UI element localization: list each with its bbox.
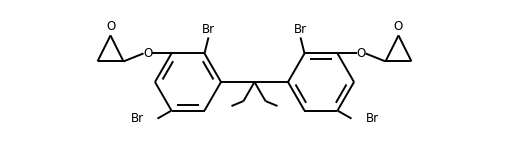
Text: Br: Br [365,112,379,125]
Text: O: O [357,47,366,60]
Text: Br: Br [202,23,215,36]
Text: O: O [394,20,403,33]
Text: Br: Br [130,112,144,125]
Text: O: O [143,47,152,60]
Text: O: O [106,20,115,33]
Text: Br: Br [294,23,307,36]
